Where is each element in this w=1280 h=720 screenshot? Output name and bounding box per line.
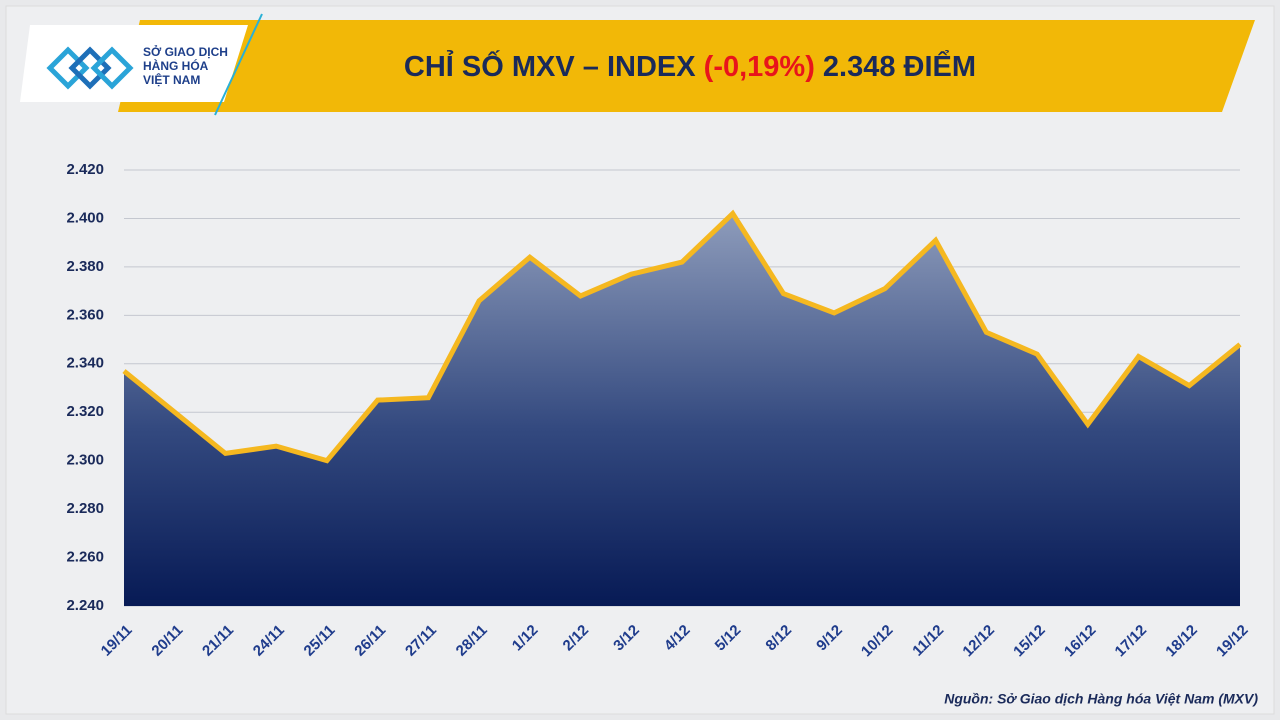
y-tick-label: 2.320 <box>66 403 104 420</box>
line <box>122 209 1242 464</box>
y-tick-label: 2.240 <box>66 597 104 614</box>
y-tick-label: 2.400 <box>66 209 104 226</box>
logo-text: VIỆT NAM <box>143 72 200 87</box>
y-tick-label: 2.280 <box>66 500 104 517</box>
title-change: (-0,19%) <box>704 51 815 83</box>
logo-box <box>20 25 248 102</box>
y-tick-label: 2.420 <box>66 161 104 178</box>
logo-text: HÀNG HÓA <box>143 58 209 73</box>
logo-mark <box>46 46 134 90</box>
y-tick-label: 2.380 <box>66 258 104 275</box>
logo-text: SỞ GIAO DỊCH <box>143 44 228 59</box>
source-note: Nguồn: Sở Giao dịch Hàng hóa Việt Nam (M… <box>944 691 1258 707</box>
chart-title: CHỈ SỐ MXV – INDEX (-0,19%) 2.348 ĐIỂM <box>404 49 976 83</box>
area-fill <box>124 213 1240 606</box>
y-tick-label: 2.340 <box>66 355 104 372</box>
y-tick-label: 2.300 <box>66 452 104 469</box>
title-banner <box>118 20 1255 112</box>
y-tick-label: 2.260 <box>66 549 104 566</box>
y-tick-label: 2.360 <box>66 306 104 323</box>
title-value: 2.348 ĐIỂM <box>823 49 976 83</box>
title-text: CHỈ SỐ MXV – INDEX <box>404 49 696 83</box>
logo-accent <box>214 13 263 116</box>
